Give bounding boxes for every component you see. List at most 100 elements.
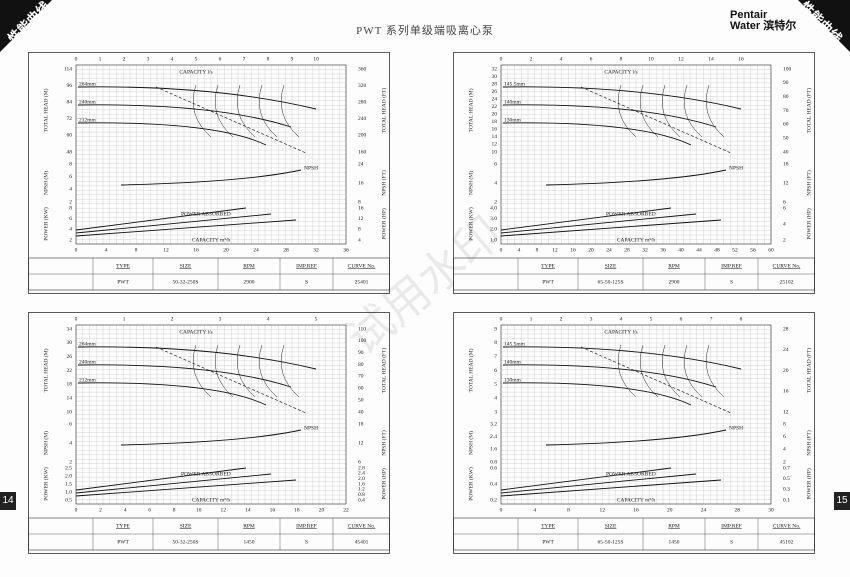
x-bottom-tick-label: 40 [678, 247, 684, 253]
y-tick-label: 26 [492, 89, 498, 95]
x-top-tick-label: 7 [243, 56, 246, 62]
y-tick-label: 70 [783, 108, 789, 114]
efficiency-curve [280, 84, 300, 138]
efficiency-curve [661, 344, 681, 398]
y-tick-label: 4 [69, 187, 72, 193]
x-bottom-tick-label: 20 [319, 507, 325, 513]
x-top-tick-label: 8 [267, 56, 270, 62]
table-header: SIZE [180, 263, 192, 269]
y-tick-label: 18 [67, 382, 73, 388]
impeller-label: 264mm [79, 341, 97, 347]
x-bottom-tick-label: 16 [193, 247, 199, 253]
head-curve [77, 104, 292, 128]
axis-title: TOTAL HEAD (FT) [805, 88, 812, 134]
head-curve [77, 364, 292, 388]
y-tick-label: 1.0 [490, 237, 497, 243]
table-header: IMP.REF [296, 263, 317, 269]
x-top-tick-label: 9 [291, 56, 294, 62]
head-curve [77, 346, 317, 370]
y-tick-label: 114 [64, 66, 72, 72]
table-header: RPM [243, 263, 255, 269]
y-tick-label: 6 [783, 205, 786, 211]
efficiency-curve [280, 344, 300, 398]
efficiency-curve [705, 344, 725, 398]
power-curve [75, 479, 297, 497]
x-bottom-tick-label: 24 [606, 247, 612, 253]
x-bottom-tick-label: 4 [105, 247, 108, 253]
axis-label: CAPACITY l/s [179, 69, 212, 75]
table-cell: 2900 [244, 279, 255, 285]
y-tick-label: 12 [783, 409, 789, 415]
y-tick-label: 1.5 [65, 481, 72, 487]
impeller-label: 145.5mm [504, 81, 526, 87]
table-header: CURVE No. [348, 523, 376, 529]
head-curve [502, 346, 742, 370]
x-bottom-tick-label: 12 [221, 507, 227, 513]
impeller-label: 130mm [504, 117, 522, 123]
y-tick-label: 1.6 [358, 481, 365, 487]
y-tick-label: 3.2 [490, 421, 497, 427]
table-header: TYPE [116, 523, 130, 529]
axis-title: NPSH (FT) [805, 430, 812, 456]
y-tick-label: 28 [492, 81, 498, 87]
brand: Water [730, 20, 761, 32]
y-tick-label: 12 [492, 142, 498, 148]
y-tick-label: 8 [783, 421, 786, 427]
x-bottom-tick-label: 20 [223, 247, 229, 253]
y-tick-label: 4 [494, 395, 497, 401]
table-cell: 25102 [780, 279, 794, 285]
axis-label: CAPACITY m³/h [617, 497, 656, 503]
efficiency-curve [617, 344, 637, 398]
power-curve [75, 207, 247, 231]
y-tick-label: 30 [67, 340, 73, 346]
y-tick-label: 2 [69, 199, 72, 205]
impeller-label: 140mm [504, 99, 522, 105]
plot-frame [75, 64, 347, 245]
y-tick-label: 20 [783, 368, 789, 374]
y-tick-label: 4 [69, 227, 72, 233]
table-header: RPM [243, 523, 255, 529]
axis-title: POWER (KW) [467, 467, 474, 501]
y-tick-label: 7 [494, 354, 497, 360]
y-tick-label: 6 [69, 421, 72, 427]
y-tick-label: 6 [358, 459, 361, 465]
x-bottom-tick-label: 56 [750, 247, 756, 253]
table-header: SIZE [180, 523, 192, 529]
efficiency-curve [683, 84, 703, 138]
x-bottom-tick-label: 8 [567, 507, 570, 513]
y-tick-label: 6 [69, 174, 72, 180]
table-cell: S [730, 539, 733, 545]
efficiency-limit [155, 346, 307, 414]
x-bottom-tick-label: 20 [667, 507, 673, 513]
y-tick-label: 32 [492, 66, 498, 72]
x-bottom-tick-label: 20 [588, 247, 594, 253]
y-tick-label: 90 [783, 80, 789, 86]
axis-label: CAPACITY l/s [604, 329, 637, 335]
x-bottom-tick-label: 4 [124, 507, 127, 513]
table-cell: 1450 [669, 539, 680, 545]
efficiency-limit [155, 86, 307, 154]
panel-border [28, 312, 390, 554]
y-tick-label: 28 [783, 326, 789, 332]
plot-frame [500, 324, 772, 505]
x-bottom-tick-label: 8 [173, 507, 176, 513]
x-bottom-tick-label: 48 [714, 247, 720, 253]
x-bottom-tick-label: 0 [500, 247, 503, 253]
curve-label: NPSH [729, 425, 743, 431]
y-tick-label: 34 [67, 326, 73, 332]
y-tick-label: 24 [492, 96, 498, 102]
y-tick-label: 16 [358, 180, 364, 186]
table-header: IMP.REF [721, 263, 742, 269]
x-bottom-tick-label: 12 [552, 247, 558, 253]
y-tick-label: 8 [69, 161, 72, 167]
y-tick-label: 60 [67, 133, 73, 139]
x-top-tick-label: 2 [123, 56, 126, 62]
efficiency-limit [580, 346, 732, 414]
y-tick-label: 6 [783, 434, 786, 440]
x-top-tick-label: 4 [560, 56, 563, 62]
x-bottom-tick-label: 52 [732, 247, 738, 253]
axis-title: TOTAL HEAD (FT) [380, 88, 387, 134]
x-top-tick-label: 4 [620, 316, 623, 322]
